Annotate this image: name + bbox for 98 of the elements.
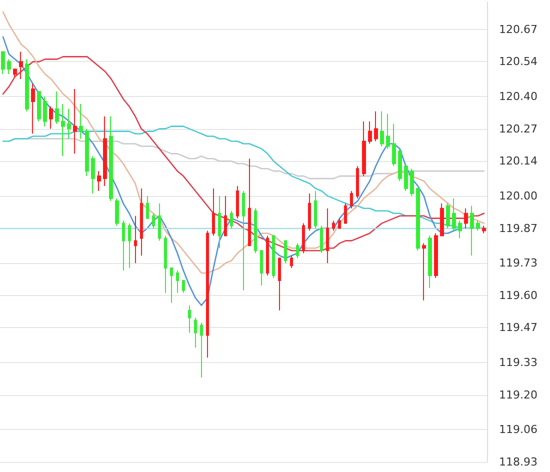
candlestick xyxy=(31,84,35,134)
candlestick xyxy=(284,240,287,264)
candlestick xyxy=(218,195,221,249)
candlestick xyxy=(248,158,251,246)
candlestick xyxy=(398,148,402,182)
candlestick xyxy=(386,113,390,150)
candlestick xyxy=(19,51,23,80)
candlestick xyxy=(103,116,107,186)
y-tick-label: 118.93 xyxy=(499,456,538,468)
candlestick xyxy=(79,103,83,140)
candlestick xyxy=(61,103,65,157)
y-tick-label: 119.73 xyxy=(499,256,538,270)
candlestick xyxy=(85,128,89,177)
candlestick xyxy=(242,190,245,291)
candlestick xyxy=(476,220,480,232)
candlestick xyxy=(212,188,215,236)
candlestick xyxy=(380,110,384,147)
candlestick xyxy=(206,230,209,358)
candlestick xyxy=(344,202,347,224)
candlestick xyxy=(410,168,414,196)
candlestick xyxy=(25,58,29,112)
candlestick xyxy=(194,317,197,348)
line-series xyxy=(2,56,485,252)
candlestick xyxy=(109,116,113,202)
candlestick xyxy=(434,232,438,278)
candlestick xyxy=(368,120,372,144)
candlestick xyxy=(200,322,203,378)
candlestick xyxy=(452,198,456,232)
candlestick xyxy=(254,208,257,254)
candlestick xyxy=(356,166,359,199)
candlestick xyxy=(13,68,17,78)
y-tick-label: 119.87 xyxy=(499,222,538,235)
candlestick xyxy=(67,108,71,140)
candlestick xyxy=(314,190,317,229)
candlestick xyxy=(128,222,131,269)
candlestick xyxy=(236,186,239,219)
candlestick xyxy=(176,270,179,294)
candlestick xyxy=(1,51,5,75)
candlestick xyxy=(73,88,77,154)
candlestick xyxy=(97,170,101,192)
candlestick xyxy=(134,215,137,264)
line-series xyxy=(2,11,485,274)
y-tick-label: 119.47 xyxy=(499,321,538,334)
candlestick xyxy=(338,218,341,229)
y-tick-label: 120.27 xyxy=(499,122,538,136)
candlestick xyxy=(374,110,378,142)
candlestick xyxy=(422,242,426,301)
candlestick xyxy=(55,91,59,124)
candlestick xyxy=(115,198,119,226)
candlestick xyxy=(170,268,173,304)
y-tick-label: 120.54 xyxy=(499,55,538,68)
y-tick-label: 119.20 xyxy=(499,388,538,402)
line-series xyxy=(2,36,485,306)
candlestick xyxy=(308,192,311,232)
y-tick-label: 119.33 xyxy=(499,356,538,370)
candlestick xyxy=(224,195,227,236)
y-tick-label: 120.40 xyxy=(499,90,538,103)
candlestick xyxy=(140,188,143,256)
candlestick xyxy=(404,166,408,192)
y-tick-label: 119.60 xyxy=(499,288,538,302)
candlestick xyxy=(230,210,233,229)
candlestick xyxy=(152,212,155,229)
candlestick xyxy=(440,202,444,236)
candlestick xyxy=(188,304,191,334)
candlestick xyxy=(272,235,275,278)
candlestick xyxy=(164,235,167,294)
y-tick-label: 120.14 xyxy=(499,154,538,168)
candlestick xyxy=(182,280,185,294)
candlestick xyxy=(91,156,95,194)
candlestick xyxy=(482,225,486,234)
candlestick xyxy=(43,96,47,127)
candlestick xyxy=(290,255,293,269)
candlestick xyxy=(326,208,329,264)
candlestick xyxy=(146,195,149,219)
candlestick xyxy=(49,106,53,130)
candlestick xyxy=(464,208,468,229)
candlestick xyxy=(350,190,353,209)
candlestick xyxy=(320,225,323,254)
candlestick xyxy=(278,258,281,311)
candlestick xyxy=(260,250,263,286)
candlestick xyxy=(470,205,474,256)
candlestick xyxy=(428,235,432,288)
candlestick xyxy=(458,220,462,239)
y-tick-label: 119.06 xyxy=(499,423,538,436)
y-tick-label: 120.00 xyxy=(499,189,538,202)
candlestick xyxy=(332,220,335,232)
candlestick xyxy=(37,91,41,122)
candlestick xyxy=(446,202,450,229)
candlestick xyxy=(302,222,305,254)
candlestick xyxy=(362,120,366,177)
y-tick-label: 120.67 xyxy=(499,22,538,36)
candlestick xyxy=(392,123,396,167)
candlestick xyxy=(122,220,125,272)
candlestick xyxy=(158,202,161,242)
candlestick xyxy=(296,242,299,259)
candlestick xyxy=(266,235,269,276)
candlestick xyxy=(416,188,420,252)
candlestick xyxy=(7,58,11,75)
